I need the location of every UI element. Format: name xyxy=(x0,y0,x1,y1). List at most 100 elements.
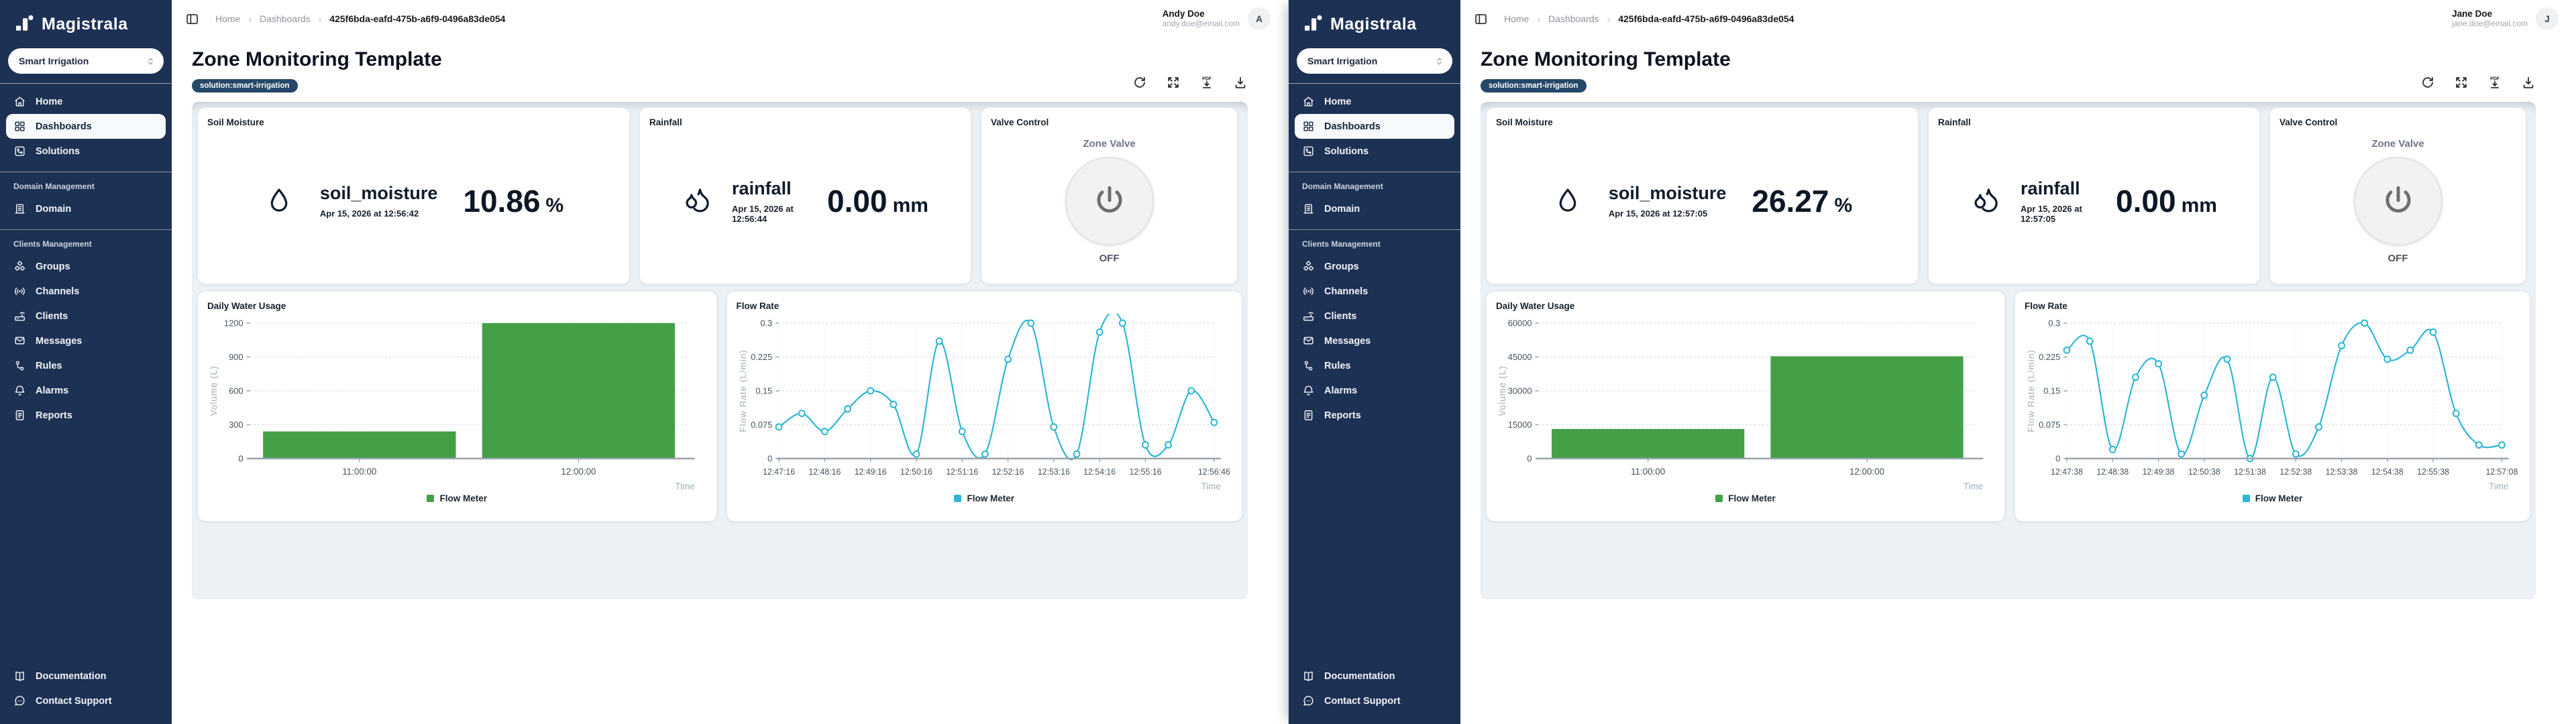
reports-icon xyxy=(15,410,24,420)
export-pdf-button[interactable]: PDF xyxy=(1199,75,1214,90)
rules-icon xyxy=(1304,361,1313,371)
sidebar-item-label: Home xyxy=(1324,96,1352,107)
sidebar-divider xyxy=(0,83,172,84)
groups-icon xyxy=(1303,261,1313,271)
svg-text:Flow Rate (L/min): Flow Rate (L/min) xyxy=(2026,349,2036,432)
svg-text:PDF: PDF xyxy=(1202,76,1212,81)
fullscreen-button[interactable] xyxy=(1166,75,1181,90)
sidebar-item-contact-support[interactable]: Contact Support xyxy=(0,688,172,713)
svg-text:Flow Rate (L/min): Flow Rate (L/min) xyxy=(737,349,747,432)
metric-number: 26.27 xyxy=(1752,183,1829,219)
valve-power-button[interactable] xyxy=(2353,156,2443,245)
home-icon xyxy=(1303,97,1313,107)
sidebar-toggle-button[interactable] xyxy=(185,12,199,26)
export-pdf-icon: PDF xyxy=(2490,76,2500,88)
download-button[interactable] xyxy=(2521,75,2536,90)
valve-label: Zone Valve xyxy=(2371,137,2424,149)
sidebar-item-reports[interactable]: Reports xyxy=(1289,403,1460,428)
fullscreen-button[interactable] xyxy=(2454,75,2469,90)
svg-text:12:55:16: 12:55:16 xyxy=(1129,467,1161,477)
metric-timestamp: Apr 15, 2026 at 12:57:05 xyxy=(1608,208,1708,219)
sidebar-item-alarms[interactable]: Alarms xyxy=(0,378,172,403)
sidebar-item-clients[interactable]: Clients xyxy=(1289,304,1460,328)
avatar[interactable]: A xyxy=(1248,7,1271,30)
svg-text:0: 0 xyxy=(767,453,772,463)
channels-icon xyxy=(1303,288,1313,295)
svg-text:Time: Time xyxy=(1964,481,1983,491)
sidebar-item-rules[interactable]: Rules xyxy=(0,353,172,378)
sidebar-item-groups[interactable]: Groups xyxy=(0,254,172,279)
breadcrumb-dashboards[interactable]: Dashboards xyxy=(260,13,311,24)
svg-text:Time: Time xyxy=(675,481,694,491)
metric-name: soil_moisture xyxy=(319,183,438,203)
card-title: Soil Moisture xyxy=(1496,117,1553,127)
sidebar-item-label: Solutions xyxy=(36,145,80,157)
chart-title: Daily Water Usage xyxy=(1496,301,1575,311)
export-pdf-button[interactable]: PDF xyxy=(2487,75,2502,90)
refresh-button[interactable] xyxy=(2420,75,2435,90)
user-email: andy.doe@email.com xyxy=(1162,18,1240,28)
sidebar-item-reports[interactable]: Reports xyxy=(0,403,172,428)
chart-legend: Flow Meter xyxy=(2025,493,2520,503)
valve-power-button[interactable] xyxy=(1065,156,1154,245)
chart-title: Flow Rate xyxy=(2025,301,2068,311)
sidebar-item-solutions[interactable]: Solutions xyxy=(0,139,172,164)
sidebar-item-dashboards[interactable]: Dashboards xyxy=(6,114,166,139)
sidebar-item-channels[interactable]: Channels xyxy=(1289,279,1460,304)
sidebar-toggle-button[interactable] xyxy=(1474,12,1488,26)
svg-text:12:57:08: 12:57:08 xyxy=(2485,467,2518,477)
sidebar-item-channels[interactable]: Channels xyxy=(0,279,172,304)
valve-state: OFF xyxy=(1099,252,1120,264)
sidebar-item-label: Channels xyxy=(36,286,80,297)
sidebar-item-rules[interactable]: Rules xyxy=(1289,353,1460,378)
sidebar-item-documentation[interactable]: Documentation xyxy=(0,664,172,688)
sidebar-item-label: Contact Support xyxy=(36,695,112,707)
sidebar: Magistrala Smart Irrigation Home Dashboar… xyxy=(0,0,172,724)
daily-water-usage-chart: 0 15000 30000 45000 60000 11:00:00 12:00:00 Tim… xyxy=(1497,318,1983,491)
sidebar-item-home[interactable]: Home xyxy=(1289,89,1460,114)
cards-row-1: Soil Moisture soil_moisture Apr 15, 2026… xyxy=(1486,107,2530,284)
sidebar-item-solutions[interactable]: Solutions xyxy=(1289,139,1460,164)
cards-row-2: Daily Water Usage 0 15000 30000 45000 60000 1… xyxy=(1486,291,2530,522)
card-title: Valve Control xyxy=(991,117,1049,127)
breadcrumb-home[interactable]: Home xyxy=(1504,13,1529,24)
svg-text:0.225: 0.225 xyxy=(2039,352,2060,362)
top-header: Home › Dashboards › 425f6bda-eafd-475b-a… xyxy=(1460,0,2576,38)
legend-label: Flow Meter xyxy=(1728,493,1776,503)
alarms-icon xyxy=(1303,385,1313,396)
chart-legend: Flow Meter xyxy=(1496,493,1995,503)
sidebar-item-clients[interactable]: Clients xyxy=(0,304,172,328)
svg-text:Volume (L): Volume (L) xyxy=(1497,365,1507,416)
metric-body: rainfall Apr 15, 2026 at 12:56:44 0.00 m… xyxy=(649,127,961,274)
magistrala-logo-icon xyxy=(16,15,34,31)
card-title: Soil Moisture xyxy=(207,117,264,127)
download-icon xyxy=(1235,76,1246,88)
dashboard-canvas: Soil Moisture soil_moisture Apr 15, 2026… xyxy=(192,102,1248,599)
sidebar-item-messages[interactable]: Messages xyxy=(1289,328,1460,353)
sidebar-item-documentation[interactable]: Documentation xyxy=(1289,664,1460,688)
sidebar-item-messages[interactable]: Messages xyxy=(0,328,172,353)
sidebar-item-alarms[interactable]: Alarms xyxy=(1289,378,1460,403)
workspace-selector[interactable]: Smart Irrigation xyxy=(1297,48,1452,74)
metric-timestamp: Apr 15, 2026 at 12:56:42 xyxy=(319,208,419,219)
avatar[interactable]: J xyxy=(2536,7,2559,30)
sidebar-item-domain[interactable]: Domain xyxy=(0,196,172,221)
workspace-selector[interactable]: Smart Irrigation xyxy=(8,48,164,74)
main-area: Home › Dashboards › 425f6bda-eafd-475b-a… xyxy=(1460,0,2576,724)
solution-tag-badge: solution:smart-irrigation xyxy=(192,79,298,93)
card-title: Rainfall xyxy=(649,117,682,127)
metric-timestamp: Apr 15, 2026 at 12:56:44 xyxy=(732,203,794,224)
sidebar-item-label: Solutions xyxy=(1324,145,1369,157)
sidebar-item-groups[interactable]: Groups xyxy=(1289,254,1460,279)
metric-unit: mm xyxy=(2181,194,2217,217)
breadcrumb-home[interactable]: Home xyxy=(215,13,241,24)
refresh-button[interactable] xyxy=(1132,75,1147,90)
download-button[interactable] xyxy=(1233,75,1248,90)
sidebar-item-contact-support[interactable]: Contact Support xyxy=(1289,688,1460,713)
sidebar-item-home[interactable]: Home xyxy=(0,89,172,114)
breadcrumb-separator: › xyxy=(318,13,322,24)
brand: Magistrala xyxy=(1289,0,1460,40)
sidebar-item-domain[interactable]: Domain xyxy=(1289,196,1460,221)
breadcrumb-dashboards[interactable]: Dashboards xyxy=(1548,13,1599,24)
sidebar-item-dashboards[interactable]: Dashboards xyxy=(1295,114,1454,139)
